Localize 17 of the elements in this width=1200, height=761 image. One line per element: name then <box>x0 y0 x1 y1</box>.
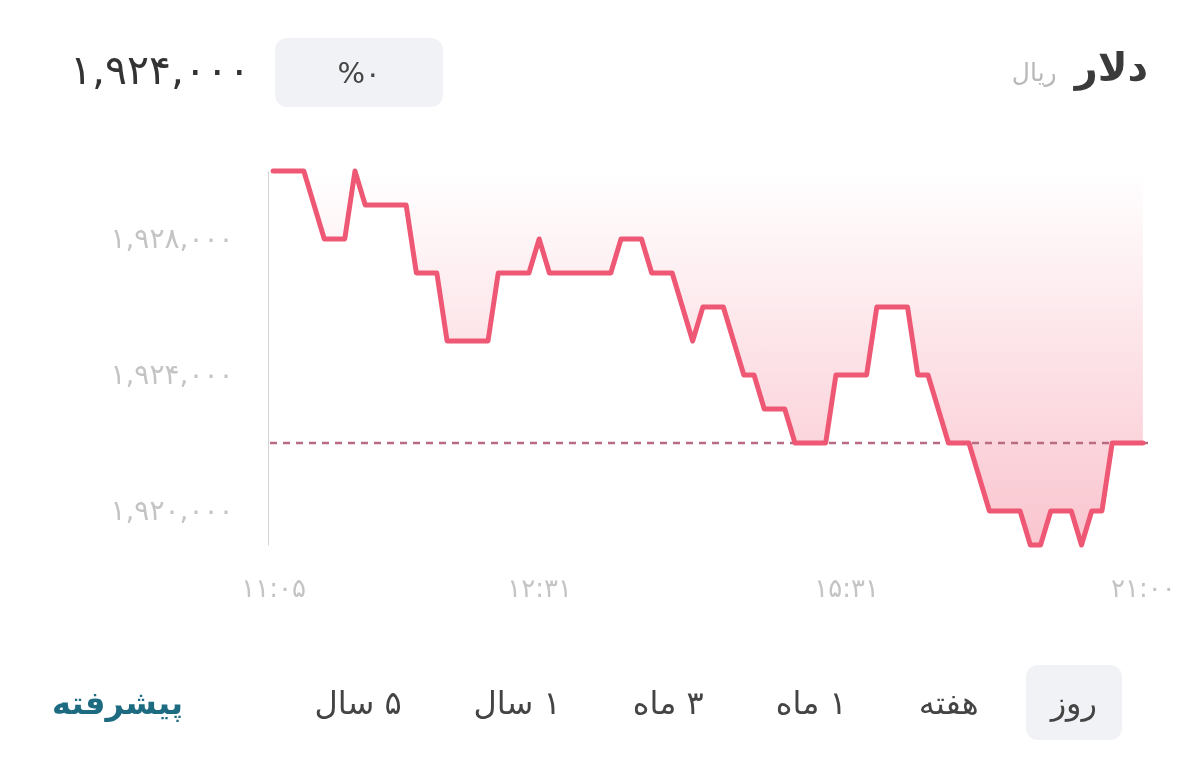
x-tick-label: ۱۱:۰۵ <box>241 572 306 603</box>
x-tick-label: ۱۲:۳۱ <box>507 572 572 603</box>
text: ۱ سال <box>473 683 561 722</box>
text: هفته <box>918 683 979 722</box>
y-tick-label: ۱,۹۲۴,۰۰۰ <box>110 357 234 391</box>
chart-title: دلار <box>1074 44 1148 90</box>
badge: %۰ <box>275 38 443 107</box>
chart-subtitle: ریال <box>1011 58 1057 87</box>
text: پیشرفته <box>52 683 183 722</box>
text: ۳ ماه <box>632 683 704 722</box>
y-tick-label: ۱,۹۲۰,۰۰۰ <box>110 493 234 527</box>
y-tick-label: ۱,۹۲۸,۰۰۰ <box>110 221 234 255</box>
text: ۱ ماه <box>775 683 847 722</box>
x-tick-label: ۲۱:۰۰ <box>1111 572 1176 603</box>
selected-tab: روز <box>1025 665 1122 740</box>
x-tick-label: ۱۵:۳۱ <box>814 572 879 603</box>
text: ۵ سال <box>314 683 402 722</box>
